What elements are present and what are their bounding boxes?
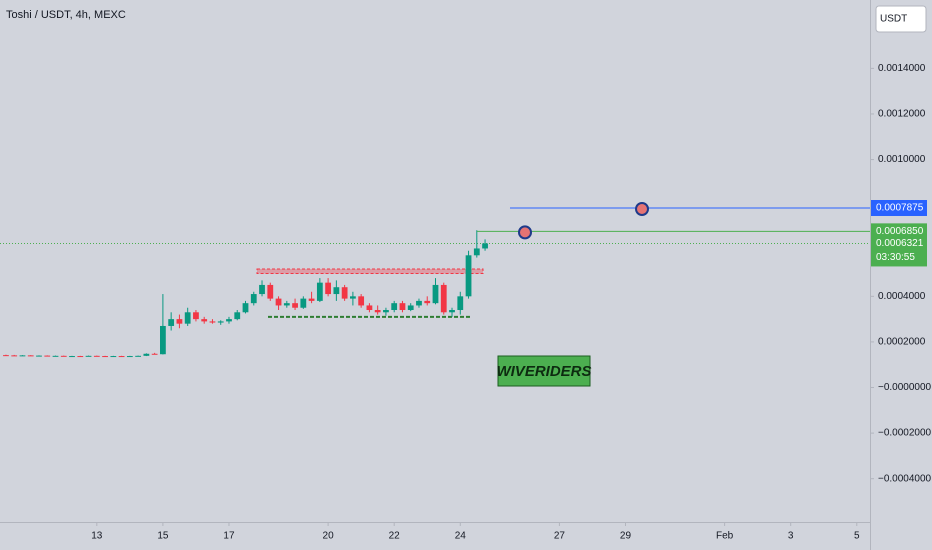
x-tick-label: 24: [455, 531, 467, 542]
resistance-zone: [256, 268, 484, 275]
candle-body: [300, 298, 307, 308]
price-label-bg: [871, 223, 927, 240]
candle-body: [3, 355, 9, 357]
candle-body: [52, 355, 59, 357]
candle-body: [160, 325, 166, 355]
y-tick-label: 0.0014000: [878, 63, 926, 74]
candle-body: [316, 282, 323, 301]
candle-body: [292, 303, 298, 308]
candle-body: [118, 356, 125, 358]
candle-body: [110, 356, 117, 358]
y-tick-label: 0.0010000: [878, 154, 926, 165]
price-label-bg: [871, 200, 927, 217]
candle-body: [102, 356, 108, 358]
candle-body: [151, 353, 158, 355]
candle-body: [234, 312, 241, 320]
price-label-bg: [871, 235, 927, 267]
candle-body: [242, 303, 249, 313]
price-label: 0.0006321: [876, 238, 924, 249]
candle-body: [250, 294, 257, 304]
candle-body: [193, 312, 199, 320]
x-tick-label: 27: [554, 531, 566, 542]
candle-body: [374, 310, 381, 313]
x-tick-label: 13: [91, 531, 103, 542]
candle-body: [473, 248, 480, 256]
currency-button[interactable]: [875, 5, 927, 33]
candle-body: [226, 319, 232, 322]
candle-body: [19, 355, 26, 357]
candle-body: [349, 296, 356, 299]
candle-body: [440, 284, 447, 313]
x-tick-label: 15: [157, 531, 169, 542]
candle-body: [201, 319, 208, 322]
x-tick-label: 17: [223, 531, 235, 542]
candle-body: [383, 310, 389, 313]
candle-body: [267, 284, 274, 299]
candle-body: [416, 300, 422, 306]
candle-body: [341, 287, 348, 299]
candle-body: [36, 355, 42, 357]
candle-body: [176, 319, 183, 324]
candle-body: [184, 312, 191, 324]
x-tick-label: Feb: [716, 531, 734, 542]
candle-body: [391, 303, 398, 311]
candle-body: [143, 353, 150, 356]
candle-body: [44, 355, 51, 357]
y-tick-label: 0.0012000: [878, 109, 926, 120]
candle-body: [482, 243, 488, 249]
candle-body: [358, 296, 365, 306]
x-tick-label: 20: [323, 531, 335, 542]
candle-body: [259, 284, 265, 295]
candle-body: [399, 303, 406, 311]
candle-body: [333, 287, 340, 295]
price-label: 0.0007875: [876, 203, 924, 214]
y-tick-label: −0.0000000: [878, 382, 932, 393]
candle-body: [93, 355, 100, 357]
countdown: 03:30:55: [876, 252, 915, 263]
currency-label: USDT: [880, 14, 907, 25]
candle-body: [27, 355, 34, 357]
candle-body: [424, 300, 431, 304]
y-tick-label: −0.0002000: [878, 428, 932, 439]
y-tick-label: 0.0002000: [878, 337, 926, 348]
y-tick-label: 0.0004000: [878, 291, 926, 302]
candle-body: [217, 321, 224, 323]
candle-body: [275, 298, 282, 306]
candle-body: [457, 296, 464, 311]
x-tick-label: 5: [854, 531, 860, 542]
candle-body: [325, 282, 331, 295]
watermark: WIVERIDERS: [496, 363, 591, 380]
x-tick-label: 3: [788, 531, 794, 542]
candle-body: [465, 255, 472, 297]
candle-body: [308, 298, 315, 301]
candle-body: [126, 356, 133, 358]
target-icon: [635, 202, 649, 217]
x-tick-label: 29: [620, 531, 632, 542]
x-tick-label: 22: [389, 531, 401, 542]
candle-body: [407, 305, 414, 311]
candle-body: [366, 305, 373, 311]
candle-body: [11, 355, 18, 357]
candle-body: [432, 284, 439, 304]
candle-body: [60, 355, 67, 357]
watermark-box: [497, 355, 591, 387]
chart-title: Toshi / USDT, 4h, MEXC: [6, 9, 126, 21]
candle-body: [449, 310, 455, 313]
candle-body: [168, 319, 175, 326]
target-icon: [518, 225, 532, 240]
candle-body: [69, 356, 75, 358]
candle-body: [283, 303, 290, 306]
candle-body: [77, 356, 84, 358]
candle-body: [209, 321, 216, 323]
price-label: 0.0006850: [876, 226, 924, 237]
candle-body: [135, 355, 142, 357]
y-tick-label: −0.0004000: [878, 473, 932, 484]
candle-body: [85, 355, 92, 357]
